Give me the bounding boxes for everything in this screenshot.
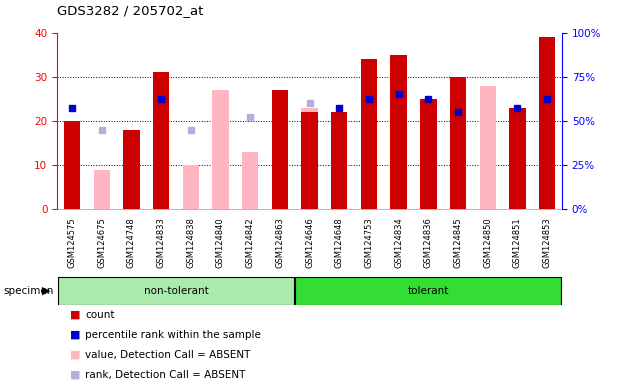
Bar — [450, 77, 466, 209]
Text: ■: ■ — [70, 310, 80, 320]
Bar — [420, 99, 437, 209]
Text: tolerant: tolerant — [407, 286, 449, 296]
Bar — [509, 108, 525, 209]
Bar — [391, 55, 407, 209]
Bar — [64, 121, 80, 209]
Bar — [272, 90, 288, 209]
Bar — [301, 112, 318, 209]
Text: ▶: ▶ — [42, 286, 51, 296]
Text: ■: ■ — [70, 350, 80, 360]
Bar — [479, 86, 496, 209]
Bar — [539, 37, 555, 209]
Text: specimen: specimen — [3, 286, 53, 296]
Bar — [94, 170, 110, 209]
Bar — [153, 73, 170, 209]
Bar — [272, 90, 288, 209]
Bar — [296, 277, 561, 305]
Bar — [58, 277, 294, 305]
Bar — [212, 90, 229, 209]
Bar — [183, 165, 199, 209]
Text: ■: ■ — [70, 330, 80, 340]
Bar — [123, 130, 140, 209]
Text: rank, Detection Call = ABSENT: rank, Detection Call = ABSENT — [85, 370, 245, 380]
Text: ■: ■ — [70, 370, 80, 380]
Bar — [361, 59, 377, 209]
Text: count: count — [85, 310, 115, 320]
Bar — [242, 152, 258, 209]
Text: percentile rank within the sample: percentile rank within the sample — [85, 330, 261, 340]
Bar — [450, 86, 466, 209]
Bar — [331, 112, 347, 209]
Text: non-tolerant: non-tolerant — [143, 286, 208, 296]
Text: GDS3282 / 205702_at: GDS3282 / 205702_at — [57, 4, 204, 17]
Bar — [301, 108, 318, 209]
Text: value, Detection Call = ABSENT: value, Detection Call = ABSENT — [85, 350, 250, 360]
